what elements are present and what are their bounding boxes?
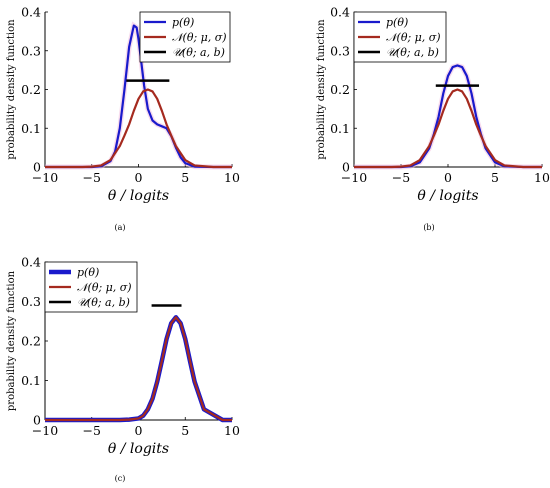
- series-line-1: [45, 315, 232, 423]
- y-tick-label: 0.2: [21, 334, 41, 349]
- x-tick-label: −10: [341, 170, 367, 185]
- y-tick-label: 0: [342, 160, 350, 175]
- caption-c: (c): [115, 474, 126, 483]
- x-tick-label: −5: [83, 170, 101, 185]
- x-tick-label: 5: [181, 170, 189, 185]
- x-tick-label: 10: [224, 423, 240, 438]
- y-axis-label: probability density function: [6, 270, 17, 411]
- x-tick-label: 5: [181, 423, 189, 438]
- x-axis-label: θ / logits: [417, 188, 478, 204]
- x-tick-label: 0: [135, 170, 143, 185]
- panel-b: −10 −5 0 5 10 0 0.1 0.2 0.3 0.4 θ / logits probabil…: [316, 5, 550, 205]
- x-tick-label: −10: [32, 170, 58, 185]
- y-tick-label: 0: [33, 160, 41, 175]
- legend-label: p(θ): [172, 16, 194, 29]
- legend-label: 𝒰(θ; a, b): [172, 46, 225, 59]
- legend-label: p(θ): [386, 16, 408, 29]
- legend-label: 𝒩(θ; μ, σ): [172, 31, 227, 44]
- panel-c: −10 −5 0 5 10 0 0.1 0.2 0.3 0.4 θ / logits probabil…: [6, 255, 240, 458]
- y-tick-label: 0.4: [21, 255, 41, 270]
- y-axis-label: probability density function: [6, 19, 17, 160]
- x-tick-label: 0: [444, 170, 452, 185]
- series-line-2: [45, 88, 232, 169]
- legend-box: [139, 11, 231, 63]
- legend: p(θ) 𝒩(θ; μ, σ) 𝒰(θ; a, b): [139, 11, 231, 63]
- y-tick-label: 0.1: [21, 373, 41, 388]
- x-tick-label: 5: [491, 170, 499, 185]
- x-tick-label: 10: [224, 170, 240, 185]
- y-tick-label: 0.1: [330, 121, 350, 136]
- panel-a: −10 −5 0 5 10 0 0.1 0.2 0.3 0.4 θ / logits probabil…: [6, 5, 240, 205]
- y-tick-label: 0.2: [330, 82, 350, 97]
- legend-label: 𝒩(θ; μ, σ): [77, 281, 132, 294]
- y-tick-label: 0: [33, 413, 41, 428]
- series-line-2: [354, 88, 542, 169]
- y-tick-label: 0.2: [21, 82, 41, 97]
- series-glow: [354, 62, 542, 170]
- legend: p(θ) 𝒩(θ; μ, σ) 𝒰(θ; a, b): [44, 261, 138, 313]
- series-line-2: [45, 316, 232, 422]
- y-tick-label: 0.3: [21, 294, 41, 309]
- y-tick-label: 0.3: [330, 43, 350, 58]
- y-tick-label: 0.4: [330, 5, 350, 20]
- x-axis-label: θ / logits: [108, 441, 169, 457]
- legend-label: 𝒰(θ; a, b): [77, 296, 130, 309]
- legend-label: p(θ): [77, 266, 99, 279]
- x-tick-label: −5: [83, 423, 101, 438]
- x-tick-label: −5: [392, 170, 410, 185]
- x-tick-label: −10: [32, 423, 58, 438]
- x-tick-label: 0: [135, 423, 143, 438]
- caption-a: (a): [114, 223, 125, 232]
- y-tick-label: 0.4: [21, 5, 41, 20]
- x-tick-label: 10: [534, 170, 550, 185]
- legend-label: 𝒰(θ; a, b): [386, 46, 439, 59]
- x-axis-label: θ / logits: [108, 188, 169, 204]
- y-axis-label: probability density function: [316, 19, 327, 160]
- legend-label: 𝒩(θ; μ, σ): [386, 31, 441, 44]
- y-tick-label: 0.3: [21, 43, 41, 58]
- legend: p(θ) 𝒩(θ; μ, σ) 𝒰(θ; a, b): [353, 11, 447, 63]
- y-tick-label: 0.1: [21, 121, 41, 136]
- caption-b: (b): [423, 223, 434, 232]
